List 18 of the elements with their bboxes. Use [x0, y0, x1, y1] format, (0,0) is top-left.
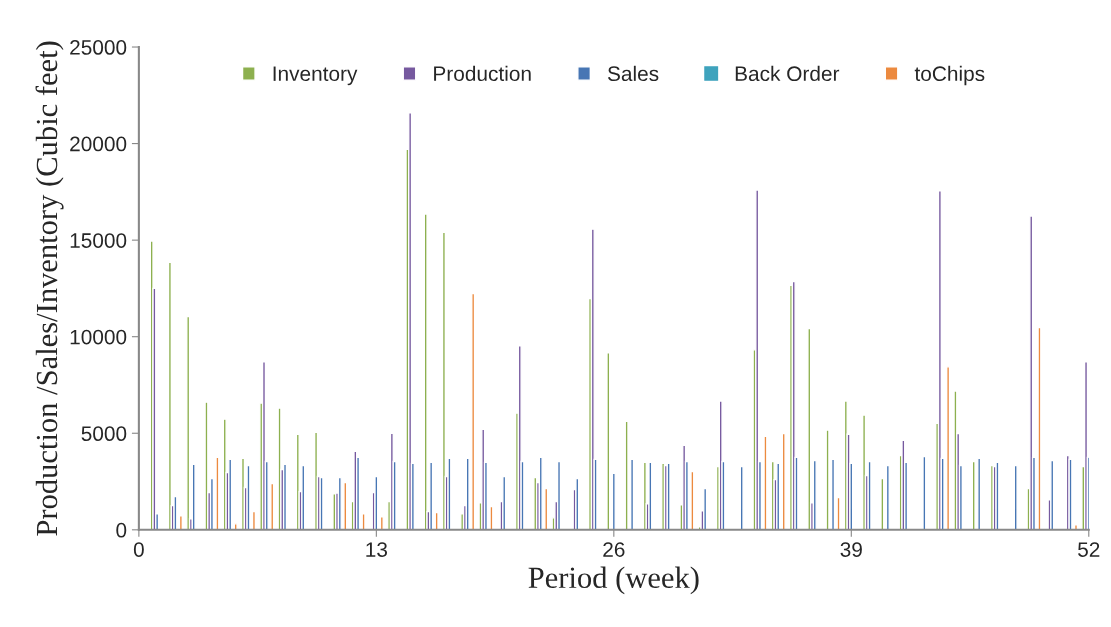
x-axis-title: Period (week): [528, 566, 699, 595]
x-tick-label: 13: [366, 542, 388, 557]
legend-label: Back Order: [735, 65, 840, 82]
legend-label: Inventory: [273, 66, 358, 86]
y-tick-label: 15000: [70, 233, 127, 248]
y-tick-label: 5000: [81, 426, 127, 442]
x-tick-label: 52: [1078, 542, 1100, 557]
legend-label: Production: [434, 65, 531, 82]
y-tick-label: 25000: [70, 40, 127, 55]
y-axis-title: Production /Sales/Inventory (Cubic feet): [35, 41, 64, 536]
x-tick-label: 39: [840, 542, 862, 557]
legend-label: toChips: [914, 65, 985, 86]
x-tick-label: 26: [603, 542, 625, 557]
y-tick-label: 20000: [70, 136, 127, 152]
y-tick-label: 0: [116, 522, 127, 538]
y-tick-label: 10000: [70, 329, 127, 345]
legend-label: Sales: [607, 65, 659, 82]
x-tick-label: 0: [133, 542, 144, 557]
